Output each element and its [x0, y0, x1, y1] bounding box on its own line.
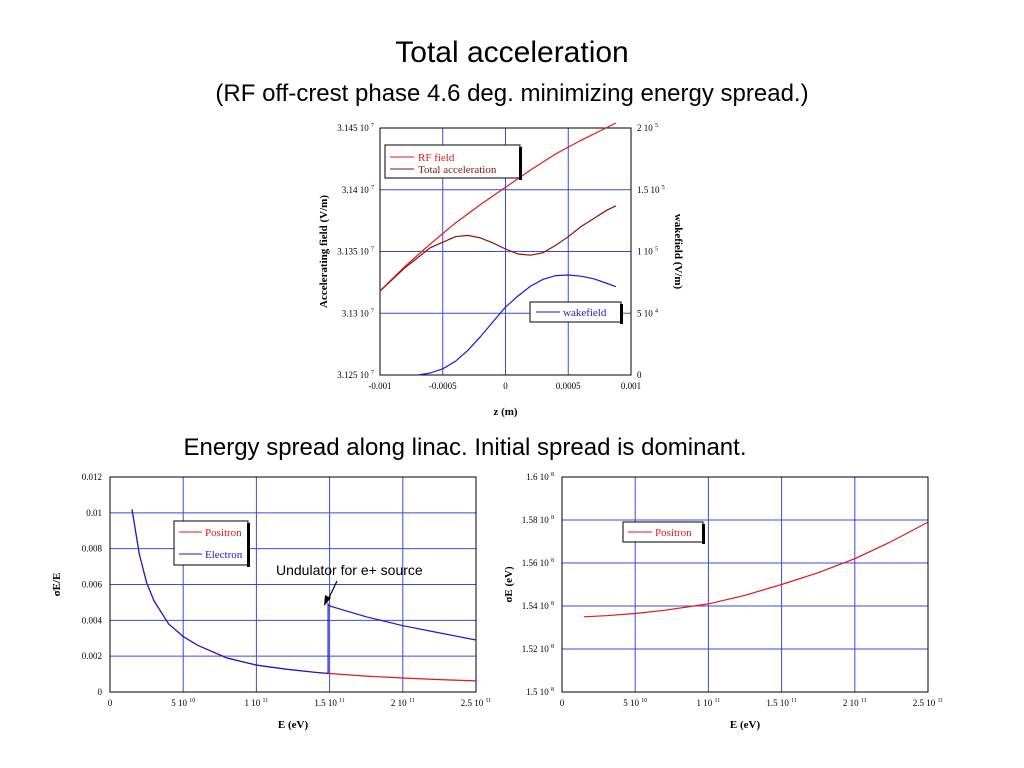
legend-box [173, 520, 249, 566]
x-axis-label: E (eV) [278, 719, 309, 731]
legend-shadow [620, 304, 623, 324]
y-axis-label: σE (eV) [503, 566, 515, 603]
series-line-electron [131, 509, 477, 675]
y-tick-label: 3.135 10 7 [337, 247, 374, 257]
y-tick-label: 1.54 10 8 [522, 601, 554, 611]
y-tick-label: 0.01 [86, 508, 102, 518]
chart-total-acceleration: -0.001 -0.0005 0 0.0005 0.001 3.125 10 7 3.13 … [318, 122, 684, 418]
legend: Positron [622, 521, 705, 544]
y2-tick-label: 1 10 5 [637, 247, 658, 257]
x-axis-label: z (m) [493, 406, 517, 418]
x-tick-label: 1 10 11 [697, 698, 721, 708]
x-tick-label: 0 [503, 381, 508, 391]
series-line-rf-field [379, 122, 617, 292]
y2-tick-label: 0 [637, 370, 642, 380]
y-tick-label: 0.006 [82, 580, 103, 590]
chart-relative-spread: 0 5 10 10 1 10 11 1.5 10 11 2 10 11 2.5 10 11… [51, 472, 491, 731]
series-line-wakefield [417, 274, 617, 376]
x-tick-label: 0 [560, 698, 565, 708]
x-tick-label: 0 [108, 698, 113, 708]
y-tick-label: 1.52 10 8 [522, 644, 554, 654]
x-tick-label: -0.0005 [429, 381, 457, 391]
y-tick-label: 3.125 10 7 [337, 370, 374, 380]
x-tick-label: 2 10 11 [843, 698, 867, 708]
series-line-total-acceleration [379, 205, 617, 292]
legend-entry: RF field [418, 152, 455, 164]
y-tick-label: 0.008 [82, 544, 103, 554]
y-axis-label: σE/E [51, 573, 63, 597]
legend-entry: wakefield [563, 307, 607, 319]
x-tick-label: 2.5 10 11 [913, 698, 944, 708]
y-tick-label: 1.56 10 8 [522, 558, 554, 568]
page-title: Total acceleration [395, 36, 629, 69]
legend-shadow [702, 524, 705, 544]
y-tick-label: 1.58 10 8 [522, 515, 554, 525]
y2-tick-label: 5 10 4 [637, 308, 658, 318]
y-axis-label: Accelerating field (V/m) [318, 195, 330, 308]
plot-frame [109, 476, 477, 693]
chart-absolute-spread: 0 5 10 10 1 10 11 1.5 10 11 2 10 11 2.5 10 11… [503, 472, 943, 731]
x-tick-label: 0.0005 [556, 381, 581, 391]
y-tick-label: 0.004 [82, 615, 103, 625]
annotation-arrow-head [324, 595, 331, 606]
section-heading: Energy spread along linac. Initial sprea… [183, 434, 747, 461]
y-tick-label: 3.145 10 7 [337, 123, 374, 133]
y2-tick-label: 1.5 10 5 [637, 185, 665, 195]
x-axis-label: E (eV) [730, 719, 761, 731]
x-tick-label: 0.001 [621, 381, 641, 391]
x-tick-label: 5 10 10 [623, 698, 647, 708]
y-tick-label: 3.13 10 7 [342, 308, 374, 318]
y-tick-label: 0.002 [82, 651, 102, 661]
x-tick-label: 1 10 11 [245, 698, 269, 708]
y2-tick-label: 2 10 5 [637, 123, 658, 133]
series-line-positron [583, 521, 929, 618]
y-tick-label: 1.5 10 8 [526, 687, 554, 697]
legend: Positron Electron [173, 520, 250, 567]
y-tick-label: 0.012 [82, 472, 102, 482]
x-tick-label: 5 10 10 [171, 698, 195, 708]
y-tick-label: 1.6 10 8 [526, 472, 554, 482]
legend-shadow [247, 523, 250, 567]
y-tick-label: 0 [98, 687, 103, 697]
plot-frame [379, 127, 632, 376]
y2-axis-label: wakefield (V/m) [672, 214, 684, 290]
legend-entry: Positron [205, 527, 242, 539]
legend-entry: Positron [655, 527, 692, 539]
x-tick-label: 1.5 10 11 [314, 698, 345, 708]
annotation-label: Undulator for e+ source [276, 562, 423, 578]
legend-entry: Total acceleration [418, 164, 497, 176]
x-tick-label: 1.5 10 11 [766, 698, 797, 708]
y-tick-label: 3.14 10 7 [342, 185, 374, 195]
page-subtitle: (RF off-crest phase 4.6 deg. minimizing … [215, 80, 809, 107]
x-tick-label: -0.001 [368, 381, 391, 391]
x-tick-label: 2 10 11 [391, 698, 415, 708]
x-tick-label: 2.5 10 11 [461, 698, 492, 708]
legend-box [384, 144, 521, 179]
legend-right: wakefield [529, 301, 623, 324]
legend-entry: Electron [205, 549, 243, 561]
legend-shadow [519, 147, 522, 180]
plot-frame [561, 476, 929, 693]
